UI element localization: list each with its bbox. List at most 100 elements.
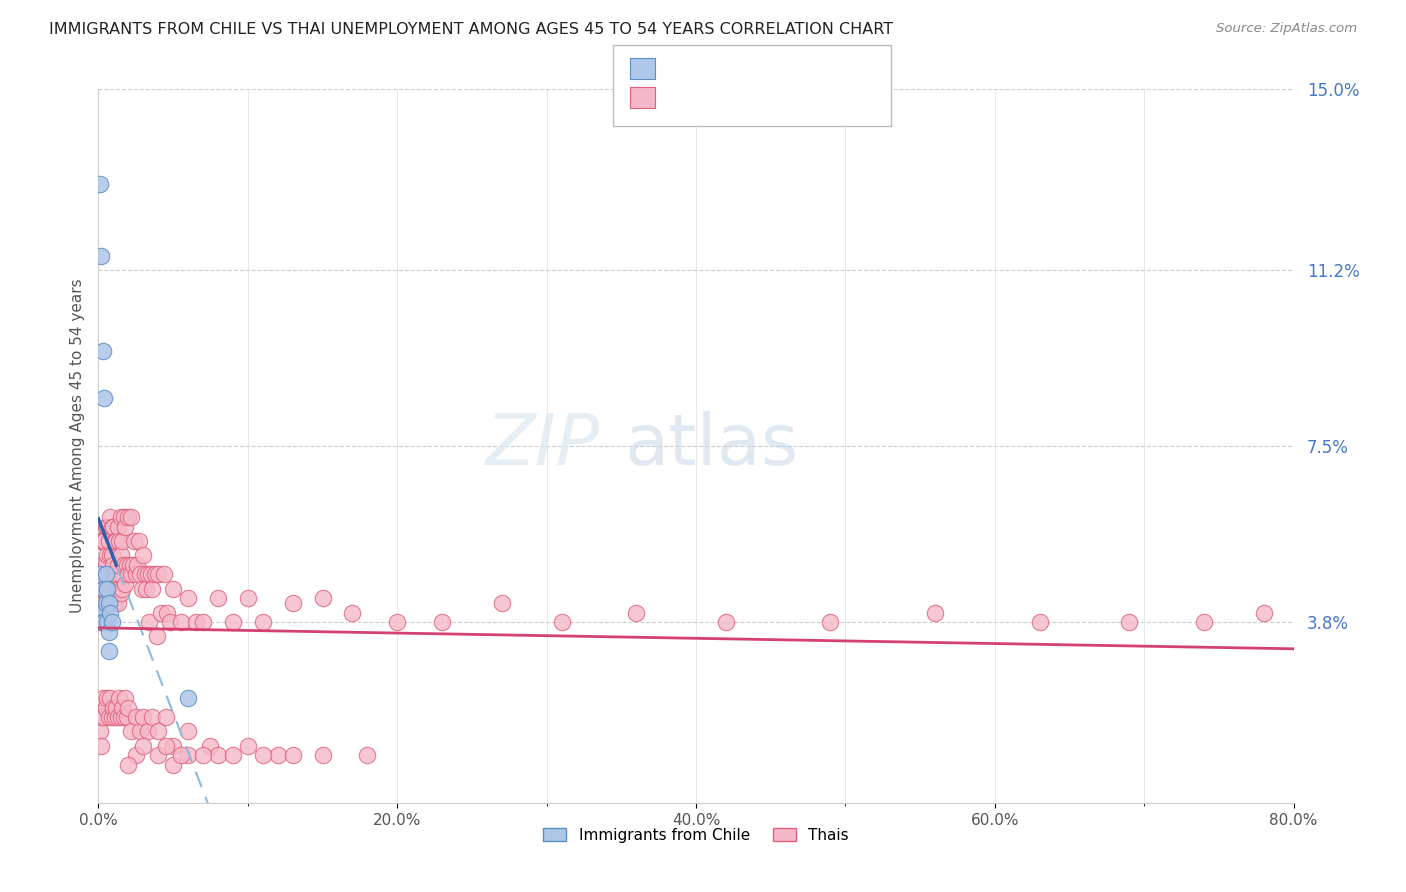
Point — [191, 615, 214, 629]
Point — [101, 549, 124, 563]
Point — [155, 739, 177, 753]
Point — [207, 748, 229, 763]
Point — [1192, 615, 1215, 629]
Point — [98, 510, 122, 524]
Point — [150, 606, 173, 620]
Point — [94, 700, 117, 714]
Point — [97, 596, 120, 610]
Point — [110, 710, 132, 724]
Point — [155, 710, 177, 724]
Point — [124, 534, 146, 549]
Text: -0.175: -0.175 — [706, 88, 761, 103]
Point — [105, 700, 128, 714]
Point — [94, 582, 117, 596]
Point — [93, 567, 115, 582]
Point — [90, 596, 112, 610]
Point — [148, 567, 170, 582]
Point — [356, 748, 378, 763]
Point — [103, 596, 125, 610]
Point — [132, 549, 155, 563]
Point — [101, 615, 124, 629]
Point — [132, 739, 155, 753]
Point — [200, 739, 222, 753]
Point — [207, 591, 229, 606]
Point — [148, 724, 170, 739]
Point — [236, 591, 259, 606]
Point — [110, 549, 132, 563]
Point — [117, 510, 139, 524]
Point — [184, 615, 207, 629]
Point — [148, 748, 170, 763]
Point — [281, 748, 304, 763]
Point — [145, 629, 167, 643]
Point — [104, 534, 127, 549]
Point — [103, 558, 125, 572]
Point — [112, 510, 135, 524]
Point — [107, 558, 129, 572]
Point — [252, 748, 274, 763]
Point — [89, 700, 111, 714]
Point — [820, 615, 842, 629]
Point — [111, 700, 134, 714]
Point — [97, 567, 120, 582]
Point — [96, 582, 118, 596]
Point — [91, 343, 114, 358]
Point — [162, 739, 184, 753]
Point — [94, 567, 117, 582]
Point — [267, 748, 290, 763]
Y-axis label: Unemployment Among Ages 45 to 54 years: Unemployment Among Ages 45 to 54 years — [69, 278, 84, 614]
Point — [136, 567, 159, 582]
Point — [550, 615, 572, 629]
Point — [104, 596, 127, 610]
Point — [252, 615, 274, 629]
Point — [105, 582, 128, 596]
Point — [93, 710, 115, 724]
Point — [97, 596, 120, 610]
Point — [311, 591, 333, 606]
Point — [98, 691, 122, 706]
Point — [177, 748, 200, 763]
Text: R =: R = — [664, 88, 697, 103]
Point — [162, 582, 184, 596]
Point — [89, 567, 111, 582]
Point — [131, 582, 153, 596]
Point — [120, 510, 142, 524]
Point — [114, 520, 136, 534]
Point — [153, 567, 176, 582]
Point — [107, 596, 129, 610]
Point — [1118, 615, 1140, 629]
Point — [177, 691, 200, 706]
Point — [134, 567, 156, 582]
Point — [129, 724, 152, 739]
Point — [108, 582, 131, 596]
Point — [112, 710, 135, 724]
Point — [97, 710, 120, 724]
Point — [97, 624, 120, 639]
Point — [169, 748, 191, 763]
Legend: Immigrants from Chile, Thais: Immigrants from Chile, Thais — [537, 822, 855, 848]
Text: IMMIGRANTS FROM CHILE VS THAI UNEMPLOYMENT AMONG AGES 45 TO 54 YEARS CORRELATION: IMMIGRANTS FROM CHILE VS THAI UNEMPLOYME… — [49, 22, 893, 37]
Point — [96, 691, 118, 706]
Point — [141, 710, 163, 724]
Text: ZIP: ZIP — [486, 411, 600, 481]
Point — [118, 558, 141, 572]
Point — [110, 510, 132, 524]
Point — [89, 615, 111, 629]
Point — [311, 748, 333, 763]
Point — [97, 534, 120, 549]
Point — [385, 615, 409, 629]
Point — [135, 582, 157, 596]
Point — [107, 710, 129, 724]
Point — [90, 606, 112, 620]
Point — [236, 739, 259, 753]
Point — [125, 567, 148, 582]
Point — [924, 606, 946, 620]
Point — [117, 757, 139, 772]
Point — [222, 748, 245, 763]
Point — [117, 700, 139, 714]
Point — [114, 577, 136, 591]
Point — [89, 596, 111, 610]
Point — [94, 615, 117, 629]
Point — [91, 691, 114, 706]
Point — [96, 567, 118, 582]
